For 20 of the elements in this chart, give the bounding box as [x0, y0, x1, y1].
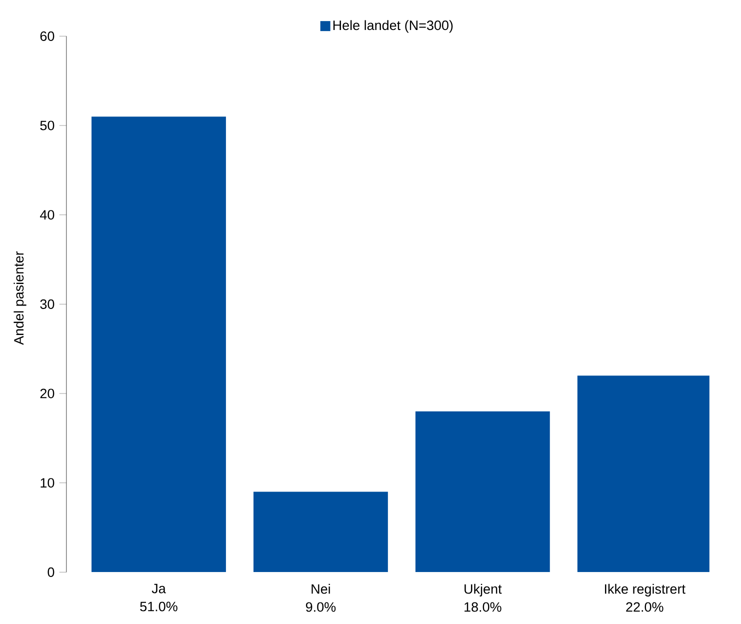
x-tick-label: Ja	[152, 584, 166, 594]
data-label: 9.0%	[306, 602, 336, 612]
data-label: 22.0%	[626, 602, 664, 612]
bar	[92, 116, 226, 572]
y-tick-label: 30	[40, 299, 54, 309]
data-label: 18.0%	[464, 602, 502, 612]
bar	[253, 492, 388, 572]
y-tick-label: 20	[40, 388, 54, 398]
y-tick-label: 10	[40, 478, 54, 488]
x-tick-label: Ikke registrert	[604, 584, 686, 596]
legend-label: Hele landet (N=300)	[333, 20, 453, 33]
y-tick-label: 40	[40, 210, 54, 220]
y-tick-label: 60	[40, 31, 54, 41]
y-tick-label: 50	[40, 120, 54, 130]
y-axis-title: Andel pasienter	[14, 251, 26, 345]
x-tick-label: Ukjent	[464, 584, 502, 596]
y-tick-label: 0	[48, 567, 54, 577]
bar	[415, 411, 550, 572]
data-label: 51.0%	[140, 602, 178, 612]
x-tick-label: Nei	[312, 584, 330, 594]
